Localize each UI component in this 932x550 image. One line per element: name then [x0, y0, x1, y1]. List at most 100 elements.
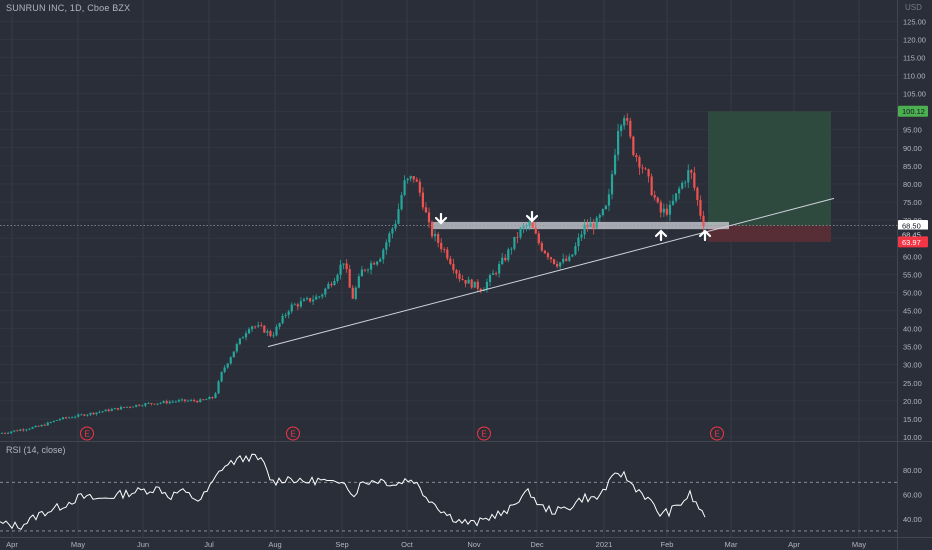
candle-body — [610, 174, 614, 195]
candle-body — [177, 400, 180, 402]
candle-body — [333, 281, 336, 286]
candle-body — [415, 179, 418, 182]
candle-body — [80, 414, 83, 416]
candle-body — [135, 404, 138, 407]
candle-body — [40, 424, 43, 427]
candle-body — [668, 204, 672, 215]
arrow-up-icon — [698, 229, 712, 242]
candle-body — [247, 329, 251, 334]
candle-body — [498, 264, 501, 274]
candle-body — [220, 371, 223, 382]
price-tick-label: 80.00 — [903, 180, 922, 189]
candle-body — [617, 130, 620, 155]
candle-body — [83, 414, 86, 416]
earnings-marker — [710, 426, 724, 441]
candle-body — [165, 401, 168, 404]
candle-body — [180, 399, 184, 401]
price-tick-label: 105.00 — [903, 90, 926, 99]
arrow-down-icon — [525, 210, 539, 223]
candle-body — [427, 212, 431, 223]
candle-body — [287, 311, 290, 315]
candle-body — [595, 217, 598, 229]
candle-body — [678, 188, 681, 194]
candle-body — [565, 258, 568, 261]
candle-body — [644, 168, 647, 170]
rsi-tick-label: 80.00 — [903, 466, 922, 475]
candle-body — [229, 357, 232, 364]
candle-body — [495, 273, 498, 275]
candle-body — [546, 253, 550, 258]
candle-body — [186, 400, 190, 402]
candle-body — [580, 234, 583, 238]
candle-body — [68, 417, 71, 419]
candle-body — [308, 298, 312, 302]
support-band — [431, 221, 729, 230]
candle-body — [671, 200, 675, 205]
target-zone — [708, 111, 831, 226]
price-tick-label: 125.00 — [903, 17, 926, 26]
candle-body — [290, 304, 293, 312]
candle-body — [385, 242, 388, 250]
rsi-title: RSI (14, close) — [6, 445, 66, 455]
chart-title: SUNRUN INC, 1D, Cboe BZX — [6, 3, 131, 13]
price-tick-label: 75.00 — [903, 198, 922, 207]
candle-body — [583, 224, 586, 235]
target-price-badge-label: 100.12 — [902, 107, 925, 116]
candle-body — [674, 193, 678, 201]
earnings-label: E — [481, 430, 486, 439]
candle-body — [369, 263, 373, 270]
earnings-marker — [80, 426, 94, 441]
candle-body — [559, 262, 562, 267]
candle-body — [232, 351, 235, 358]
candle-body — [406, 178, 409, 181]
candle-body — [281, 315, 284, 324]
candle-body — [199, 399, 202, 403]
candle-body — [357, 276, 360, 288]
candle-body — [92, 412, 95, 415]
candle-body — [153, 403, 156, 405]
candle-body — [235, 344, 238, 352]
time-tick-label: Jun — [137, 540, 149, 549]
stop-price-badge-bg — [898, 236, 928, 248]
entry-price-badge-bg — [898, 229, 928, 240]
candle-body — [598, 215, 601, 218]
candle-body — [342, 263, 345, 265]
price-tick-label: 40.00 — [903, 325, 922, 334]
candle-body — [534, 227, 537, 234]
earnings-marker — [286, 426, 300, 441]
candle-body — [684, 182, 687, 184]
candle-body — [418, 181, 421, 193]
candle-body — [28, 428, 31, 430]
candle-body — [147, 403, 150, 404]
time-tick-label: Mar — [725, 540, 738, 549]
candle-body — [16, 430, 19, 432]
time-tick-label: Dec — [530, 540, 544, 549]
candle-body — [702, 215, 705, 227]
candle-body — [263, 325, 266, 333]
candle-body — [443, 249, 446, 250]
candle-body — [403, 180, 406, 196]
candle-body — [440, 242, 443, 250]
candle-body — [266, 331, 269, 333]
trendline — [267, 197, 835, 348]
candle-body — [501, 257, 504, 265]
candle-body — [354, 287, 357, 299]
price-tick-label: 60.00 — [903, 252, 922, 261]
candle-body — [504, 257, 507, 261]
candle-body — [86, 414, 89, 416]
time-tick-label: Oct — [401, 540, 414, 549]
candle-body — [568, 256, 571, 261]
candle-body — [577, 237, 580, 247]
candle-body — [327, 284, 330, 289]
candle-body — [485, 281, 489, 290]
candle-body — [488, 274, 492, 282]
candle-body — [647, 169, 650, 177]
candle-body — [31, 427, 34, 429]
candle-body — [409, 176, 412, 179]
candle-body — [34, 425, 37, 428]
candle-body — [223, 367, 226, 372]
candle-body — [241, 337, 245, 339]
candle-body — [376, 261, 379, 265]
